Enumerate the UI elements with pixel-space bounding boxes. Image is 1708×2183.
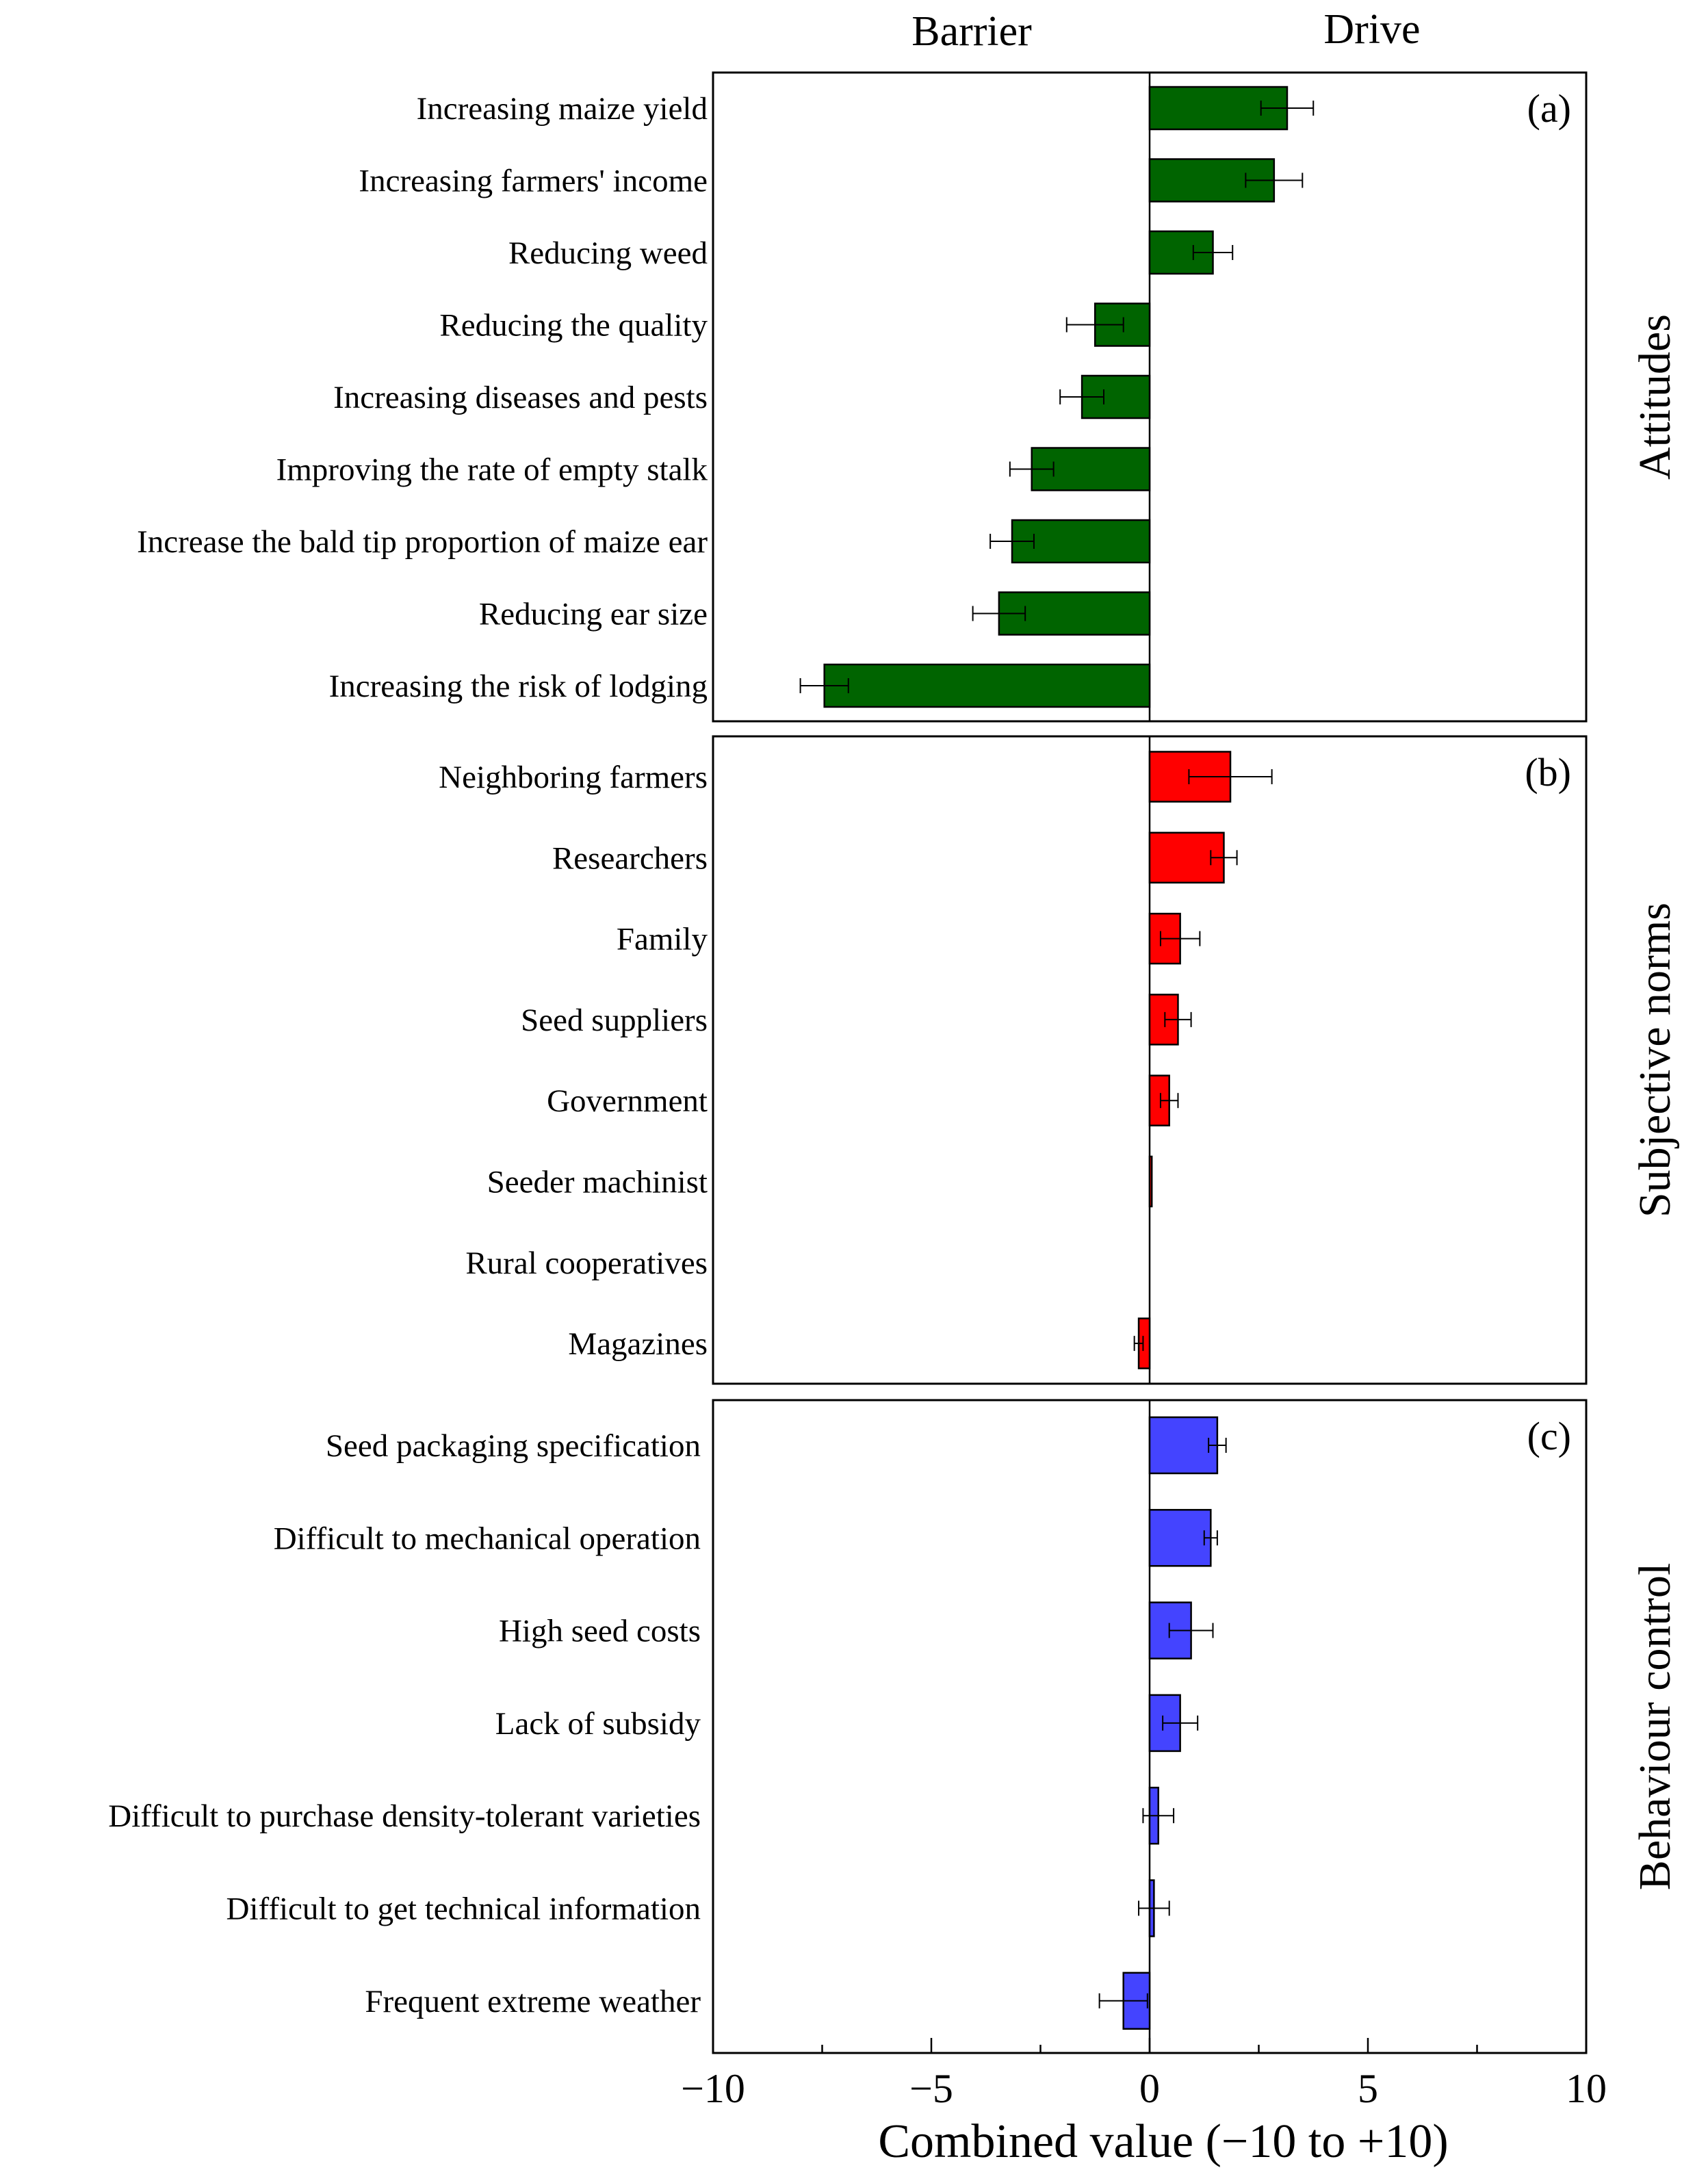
error-bar — [1162, 1715, 1199, 1731]
category-label: Family — [617, 922, 708, 957]
group-label: Subjective norms — [1630, 903, 1680, 1217]
x-tick-label: 0 — [1139, 2066, 1160, 2111]
category-label: Neighboring farmers — [439, 760, 708, 795]
category-label: Reducing weed — [508, 235, 708, 271]
error-bar — [1203, 1530, 1218, 1546]
header-drive: Drive — [1323, 6, 1420, 53]
error-bar — [1159, 1093, 1179, 1109]
category-label: Researchers — [552, 840, 708, 876]
error-bar — [1164, 1011, 1192, 1027]
category-label: Difficult to get technical information — [227, 1891, 701, 1927]
x-tick-label: 5 — [1358, 2066, 1378, 2111]
panel-1: Increasing maize yield Increasing farmers… — [137, 71, 1680, 723]
error-bar — [1065, 317, 1124, 333]
category-label: Reducing the quality — [439, 308, 708, 344]
bar — [823, 663, 1151, 708]
category-label: Difficult to mechanical operation — [274, 1521, 701, 1556]
error-bar — [1208, 1438, 1227, 1453]
category-label: Improving the rate of empty stalk — [276, 452, 708, 488]
panel-frame — [712, 735, 1588, 1385]
panel-3: Seed packaging specification Difficult to… — [108, 1399, 1680, 2054]
error-bar — [1159, 931, 1201, 946]
category-label: Rural cooperatives — [465, 1245, 708, 1281]
category-label: Lack of subsidy — [495, 1706, 701, 1742]
group-label: Behaviour control — [1630, 1563, 1680, 1890]
panels: Increasing maize yield Increasing farmers… — [108, 71, 1680, 2054]
category-label: Increasing farmers' income — [359, 164, 708, 199]
x-axis-label: Combined value (−10 to +10) — [878, 2115, 1448, 2168]
category-label: Increasing the risk of lodging — [329, 669, 708, 704]
error-bar — [1133, 1336, 1144, 1352]
error-bar — [1210, 850, 1238, 866]
error-bar — [1192, 245, 1234, 260]
category-label: Increasing maize yield — [417, 91, 708, 127]
header-barrier: Barrier — [911, 8, 1032, 55]
panel-tag: (b) — [1525, 750, 1571, 795]
panel-tag: (a) — [1527, 86, 1571, 131]
category-label: Increasing diseases and pests — [333, 380, 708, 415]
error-bar — [1168, 1623, 1214, 1638]
bar — [1148, 1416, 1219, 1475]
category-label: Seed packaging specification — [326, 1428, 701, 1464]
category-label: Frequent extreme weather — [365, 1984, 701, 2019]
category-label: Increase the bald tip proportion of maiz… — [137, 524, 708, 560]
error-bar — [1142, 1808, 1175, 1824]
category-label: Seed suppliers — [521, 1003, 708, 1038]
category-label: Difficult to purchase density-tolerant v… — [108, 1798, 701, 1834]
panel-frame — [712, 71, 1588, 723]
error-bar — [989, 534, 1035, 549]
x-tick-label: −10 — [681, 2066, 745, 2111]
panel-tag: (c) — [1527, 1414, 1571, 1458]
error-bar — [1260, 101, 1315, 116]
bar — [1011, 519, 1151, 564]
group-label: Attitudes — [1630, 314, 1680, 480]
category-label: High seed costs — [499, 1614, 701, 1649]
error-bar — [972, 606, 1026, 621]
error-bar — [1009, 461, 1054, 477]
bar — [1148, 1155, 1153, 1208]
category-label: Government — [547, 1083, 708, 1119]
category-label: Reducing ear size — [479, 597, 708, 632]
category-label: Seeder machinist — [487, 1165, 708, 1200]
error-bar — [799, 678, 849, 693]
error-bar — [1188, 769, 1273, 784]
bar — [1148, 994, 1179, 1046]
category-label: Magazines — [568, 1326, 708, 1362]
error-bar — [1059, 389, 1105, 404]
bar — [1148, 1509, 1212, 1567]
error-bar — [1098, 1993, 1148, 2008]
x-tick-label: −5 — [909, 2066, 953, 2111]
error-bar — [1245, 172, 1304, 188]
x-axis: −10 −5 0 5 10 — [681, 2038, 1607, 2111]
error-bar — [1138, 1900, 1170, 1916]
x-tick-label: 10 — [1566, 2066, 1607, 2111]
panel-2: Neighboring farmers Researchers Family Seed… — [439, 735, 1680, 1385]
